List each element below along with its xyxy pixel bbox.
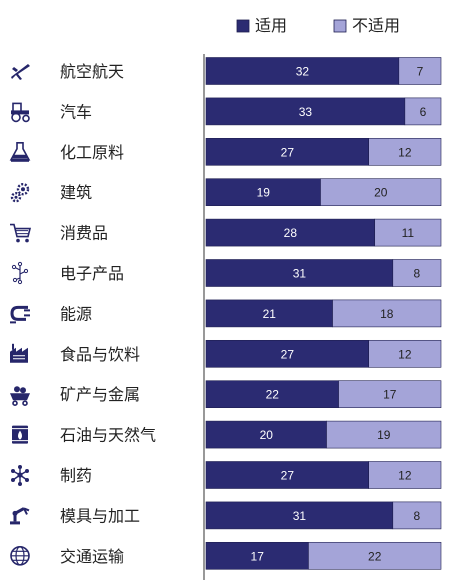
bar-not-applicable	[374, 218, 442, 247]
bar-not-applicable	[320, 178, 442, 206]
bar-not-applicable	[368, 461, 442, 489]
category-label: 建筑	[60, 183, 92, 202]
bar-value-label: 12	[398, 469, 412, 483]
bar-value-label: 20	[374, 186, 388, 200]
bar-value-label: 8	[414, 267, 421, 281]
bar-not-applicable	[332, 299, 442, 328]
legend-swatch-0	[236, 19, 250, 33]
bar-applicable	[205, 541, 309, 570]
legend-label-0: 适用	[255, 16, 287, 35]
bar-not-applicable	[338, 380, 442, 409]
category-label: 交通运输	[60, 547, 124, 566]
bar-value-label: 7	[417, 65, 424, 79]
robot-arm-icon	[10, 507, 30, 525]
globe-icon	[10, 545, 30, 566]
bar-value-label: 31	[293, 267, 307, 281]
bar-applicable	[205, 501, 394, 530]
bar-applicable	[205, 178, 321, 206]
bar-value-label: 17	[383, 388, 397, 402]
bar-not-applicable	[392, 259, 442, 287]
tractor-icon	[11, 102, 30, 123]
bar-value-label: 27	[281, 469, 295, 483]
molecule-icon	[11, 465, 29, 486]
bar-not-applicable	[398, 57, 442, 85]
bar-applicable	[205, 380, 339, 409]
bar-applicable	[205, 420, 327, 449]
bar-value-label: 6	[420, 105, 427, 119]
category-label: 电子产品	[60, 264, 124, 283]
category-label: 石油与天然气	[60, 426, 156, 445]
category-label: 制药	[60, 466, 92, 485]
bar-value-label: 12	[398, 347, 412, 361]
bar-value-label: 17	[251, 549, 265, 563]
mine-cart-icon	[10, 386, 30, 407]
category-label: 航空航天	[60, 62, 124, 81]
bar-not-applicable	[308, 541, 442, 570]
category-label: 食品与饮料	[60, 345, 140, 364]
category-label: 汽车	[60, 102, 92, 121]
bar-applicable	[205, 461, 369, 489]
bar-not-applicable	[392, 501, 442, 530]
category-label: 模具与加工	[60, 506, 140, 525]
bar-value-label: 28	[284, 226, 298, 240]
bar-not-applicable	[326, 420, 442, 449]
flask-icon	[9, 142, 31, 162]
gears-icon	[10, 182, 30, 203]
category-label: 化工原料	[60, 143, 124, 162]
food-factory-icon	[10, 343, 28, 363]
bar-value-label: 19	[257, 186, 271, 200]
bar-value-label: 18	[380, 307, 394, 321]
bar-applicable	[205, 299, 333, 328]
bars: 32 7 33 6 27 12 19 20 28 11 31 8 21 18 27 12 22 17 20 19 27 1…	[205, 57, 442, 570]
bar-value-label: 27	[281, 145, 295, 159]
oil-drum-icon	[12, 425, 28, 444]
bar-value-label: 31	[293, 509, 307, 523]
circuit-icon	[11, 261, 29, 285]
bar-value-label: 20	[260, 428, 274, 442]
legend-swatch-1	[333, 19, 347, 33]
bar-value-label: 27	[281, 347, 295, 361]
bar-value-label: 32	[296, 65, 310, 79]
category-label: 消费品	[60, 224, 108, 243]
category-label: 能源	[60, 304, 92, 323]
bar-applicable	[205, 57, 400, 85]
bar-value-label: 22	[266, 388, 280, 402]
bar-applicable	[205, 218, 376, 247]
bar-value-label: 8	[414, 509, 421, 523]
power-plug-icon	[10, 305, 30, 324]
shopping-cart-icon	[10, 223, 32, 243]
legend: 适用 不适用	[236, 16, 400, 35]
legend-label-1: 不适用	[352, 16, 400, 35]
bar-value-label: 11	[402, 226, 415, 240]
bar-not-applicable	[368, 138, 442, 166]
bar-applicable	[205, 339, 369, 368]
category-labels: 航空航天汽车化工原料建筑消费品电子产品能源食品与饮料矿产与金属石油与天然气制药模…	[60, 62, 156, 566]
bar-value-label: 21	[263, 307, 277, 321]
bar-applicable	[205, 259, 394, 287]
bar-not-applicable	[404, 97, 442, 126]
bar-value-label: 12	[398, 145, 412, 159]
bar-not-applicable	[368, 339, 442, 368]
bar-value-label: 33	[299, 105, 313, 119]
bar-value-label: 19	[377, 428, 391, 442]
airplane-icon	[11, 64, 30, 80]
bar-value-label: 22	[368, 549, 382, 563]
category-label: 矿产与金属	[60, 385, 140, 404]
category-icons	[9, 64, 32, 566]
